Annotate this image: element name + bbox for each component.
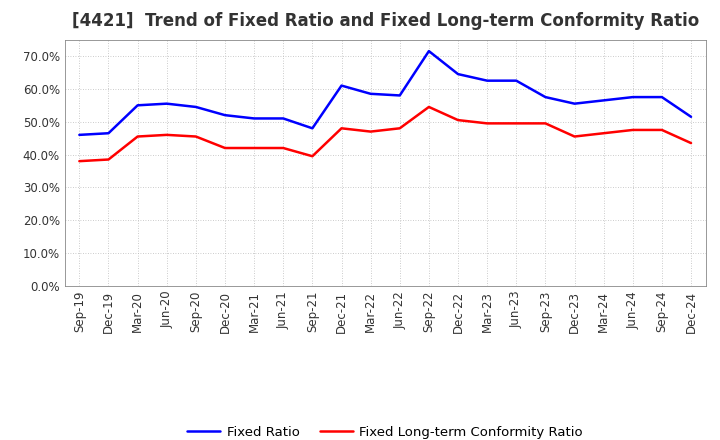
Legend: Fixed Ratio, Fixed Long-term Conformity Ratio: Fixed Ratio, Fixed Long-term Conformity …: [182, 421, 588, 440]
Fixed Long-term Conformity Ratio: [366, 129, 375, 134]
Fixed Long-term Conformity Ratio: [629, 127, 637, 132]
Fixed Ratio: [541, 95, 550, 100]
Line: Fixed Long-term Conformity Ratio: Fixed Long-term Conformity Ratio: [79, 107, 691, 161]
Fixed Long-term Conformity Ratio: [337, 126, 346, 131]
Fixed Long-term Conformity Ratio: [541, 121, 550, 126]
Fixed Ratio: [250, 116, 258, 121]
Fixed Long-term Conformity Ratio: [75, 158, 84, 164]
Title: [4421]  Trend of Fixed Ratio and Fixed Long-term Conformity Ratio: [4421] Trend of Fixed Ratio and Fixed Lo…: [71, 12, 699, 30]
Fixed Long-term Conformity Ratio: [250, 145, 258, 150]
Fixed Long-term Conformity Ratio: [570, 134, 579, 139]
Fixed Ratio: [366, 91, 375, 96]
Fixed Ratio: [104, 131, 113, 136]
Fixed Long-term Conformity Ratio: [657, 127, 666, 132]
Fixed Long-term Conformity Ratio: [599, 131, 608, 136]
Fixed Ratio: [629, 95, 637, 100]
Fixed Ratio: [657, 95, 666, 100]
Fixed Ratio: [220, 113, 229, 118]
Fixed Long-term Conformity Ratio: [512, 121, 521, 126]
Fixed Long-term Conformity Ratio: [192, 134, 200, 139]
Fixed Ratio: [425, 48, 433, 54]
Fixed Ratio: [512, 78, 521, 83]
Fixed Long-term Conformity Ratio: [163, 132, 171, 138]
Fixed Ratio: [454, 71, 462, 77]
Fixed Long-term Conformity Ratio: [220, 145, 229, 150]
Fixed Ratio: [687, 114, 696, 119]
Fixed Ratio: [279, 116, 287, 121]
Fixed Ratio: [395, 93, 404, 98]
Line: Fixed Ratio: Fixed Ratio: [79, 51, 691, 135]
Fixed Long-term Conformity Ratio: [104, 157, 113, 162]
Fixed Ratio: [75, 132, 84, 138]
Fixed Ratio: [599, 98, 608, 103]
Fixed Long-term Conformity Ratio: [279, 145, 287, 150]
Fixed Ratio: [163, 101, 171, 106]
Fixed Ratio: [192, 104, 200, 110]
Fixed Long-term Conformity Ratio: [308, 154, 317, 159]
Fixed Long-term Conformity Ratio: [395, 126, 404, 131]
Fixed Long-term Conformity Ratio: [133, 134, 142, 139]
Fixed Long-term Conformity Ratio: [687, 140, 696, 146]
Fixed Long-term Conformity Ratio: [454, 117, 462, 123]
Fixed Ratio: [570, 101, 579, 106]
Fixed Long-term Conformity Ratio: [483, 121, 492, 126]
Fixed Ratio: [337, 83, 346, 88]
Fixed Ratio: [483, 78, 492, 83]
Fixed Long-term Conformity Ratio: [425, 104, 433, 110]
Fixed Ratio: [133, 103, 142, 108]
Fixed Ratio: [308, 126, 317, 131]
